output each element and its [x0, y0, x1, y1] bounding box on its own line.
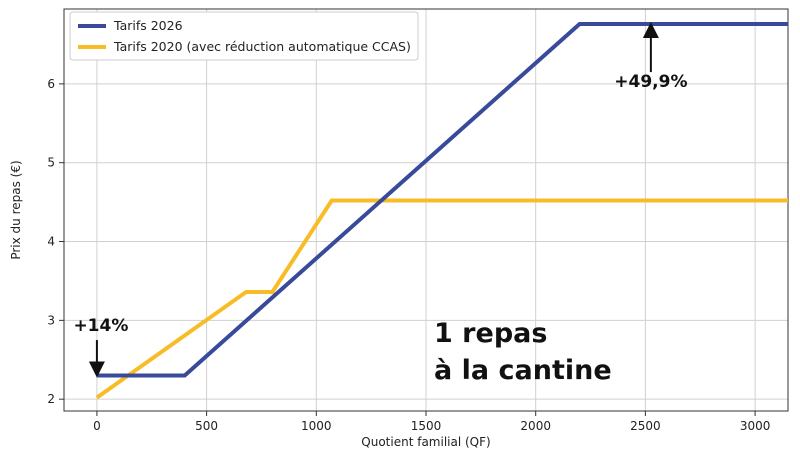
x-tick-label: 2500 [630, 419, 661, 433]
x-axis-ticks: 0 500 1000 1500 2000 2500 3000 [93, 411, 770, 433]
x-tick-label: 1500 [411, 419, 442, 433]
annotation-label: +49,9% [614, 72, 687, 92]
legend-label-tarifs-2020: Tarifs 2020 (avec réduction automatique … [113, 39, 411, 54]
x-tick-label: 3000 [740, 419, 771, 433]
y-tick-label: 2 [47, 392, 55, 406]
legend-box [69, 11, 419, 61]
x-tick-label: 2000 [520, 419, 551, 433]
legend-label-tarifs-2026: Tarifs 2026 [113, 18, 183, 33]
x-axis-label: Quotient familial (QF) [361, 435, 490, 449]
y-tick-label: 6 [47, 77, 55, 91]
x-tick-label: 0 [93, 419, 101, 433]
y-tick-label: 4 [47, 235, 55, 249]
series-lines [95, 22, 788, 400]
y-tick-label: 5 [47, 156, 55, 170]
overlay-title-line2: à la cantine [434, 355, 612, 386]
grid [64, 9, 788, 411]
overlay-title-line1: 1 repas [434, 318, 547, 349]
x-tick-label: 1000 [301, 419, 332, 433]
x-tick-label: 500 [195, 419, 218, 433]
y-tick-label: 3 [47, 313, 55, 327]
legend: Tarifs 2026 Tarifs 2020 (avec réduction … [69, 11, 419, 61]
y-axis-ticks: 2 3 4 5 6 [47, 77, 64, 406]
annotations: +14% +49,9% [73, 21, 687, 378]
annotation-label: +14% [73, 316, 128, 336]
series-line-tarifs-2026 [96, 22, 788, 378]
series-line-tarifs-2020 [95, 198, 788, 400]
y-axis-label: Prix du repas (€) [9, 160, 23, 259]
